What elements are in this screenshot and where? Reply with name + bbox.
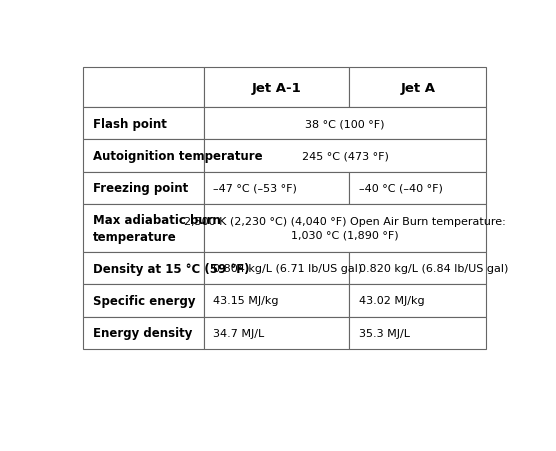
- Bar: [349, 68, 486, 108]
- Bar: [83, 317, 203, 349]
- Text: Specific energy: Specific energy: [93, 294, 195, 307]
- Text: 2,500 K (2,230 °C) (4,040 °F) Open Air Burn temperature:
1,030 °C (1,890 °F): 2,500 K (2,230 °C) (4,040 °F) Open Air B…: [184, 217, 506, 240]
- Bar: [203, 68, 349, 108]
- Text: 38 °C (100 °F): 38 °C (100 °F): [305, 119, 385, 129]
- Text: 43.02 MJ/kg: 43.02 MJ/kg: [359, 296, 424, 306]
- Bar: [349, 253, 486, 285]
- Text: –40 °C (–40 °F): –40 °C (–40 °F): [359, 184, 443, 193]
- Text: Autoignition temperature: Autoignition temperature: [93, 150, 262, 163]
- Text: 43.15 MJ/kg: 43.15 MJ/kg: [213, 296, 279, 306]
- Bar: [203, 172, 349, 205]
- Bar: [83, 205, 203, 253]
- Text: –47 °C (–53 °F): –47 °C (–53 °F): [213, 184, 297, 193]
- Text: Energy density: Energy density: [93, 327, 192, 340]
- Bar: [83, 140, 203, 172]
- Bar: [83, 108, 203, 140]
- Bar: [203, 140, 486, 172]
- Text: Jet A: Jet A: [400, 82, 435, 94]
- Text: 0.804 kg/L (6.71 lb/US gal): 0.804 kg/L (6.71 lb/US gal): [213, 263, 362, 273]
- Text: Flash point: Flash point: [93, 118, 167, 130]
- Bar: [203, 285, 349, 317]
- Text: 35.3 MJ/L: 35.3 MJ/L: [359, 328, 410, 338]
- Text: 245 °C (473 °F): 245 °C (473 °F): [301, 152, 389, 161]
- Text: Freezing point: Freezing point: [93, 182, 188, 195]
- Bar: [203, 205, 486, 253]
- Text: 0.820 kg/L (6.84 lb/US gal): 0.820 kg/L (6.84 lb/US gal): [359, 263, 508, 273]
- Bar: [349, 285, 486, 317]
- Bar: [203, 253, 349, 285]
- Text: Density at 15 °C (59 °F): Density at 15 °C (59 °F): [93, 262, 249, 275]
- Text: 34.7 MJ/L: 34.7 MJ/L: [213, 328, 264, 338]
- Bar: [83, 285, 203, 317]
- Bar: [203, 108, 486, 140]
- Bar: [349, 317, 486, 349]
- Bar: [83, 253, 203, 285]
- Bar: [349, 172, 486, 205]
- Bar: [203, 317, 349, 349]
- Text: Jet A-1: Jet A-1: [251, 82, 301, 94]
- Text: Max adiabatic burn
temperature: Max adiabatic burn temperature: [93, 214, 221, 244]
- Bar: [83, 68, 203, 108]
- Bar: [83, 172, 203, 205]
